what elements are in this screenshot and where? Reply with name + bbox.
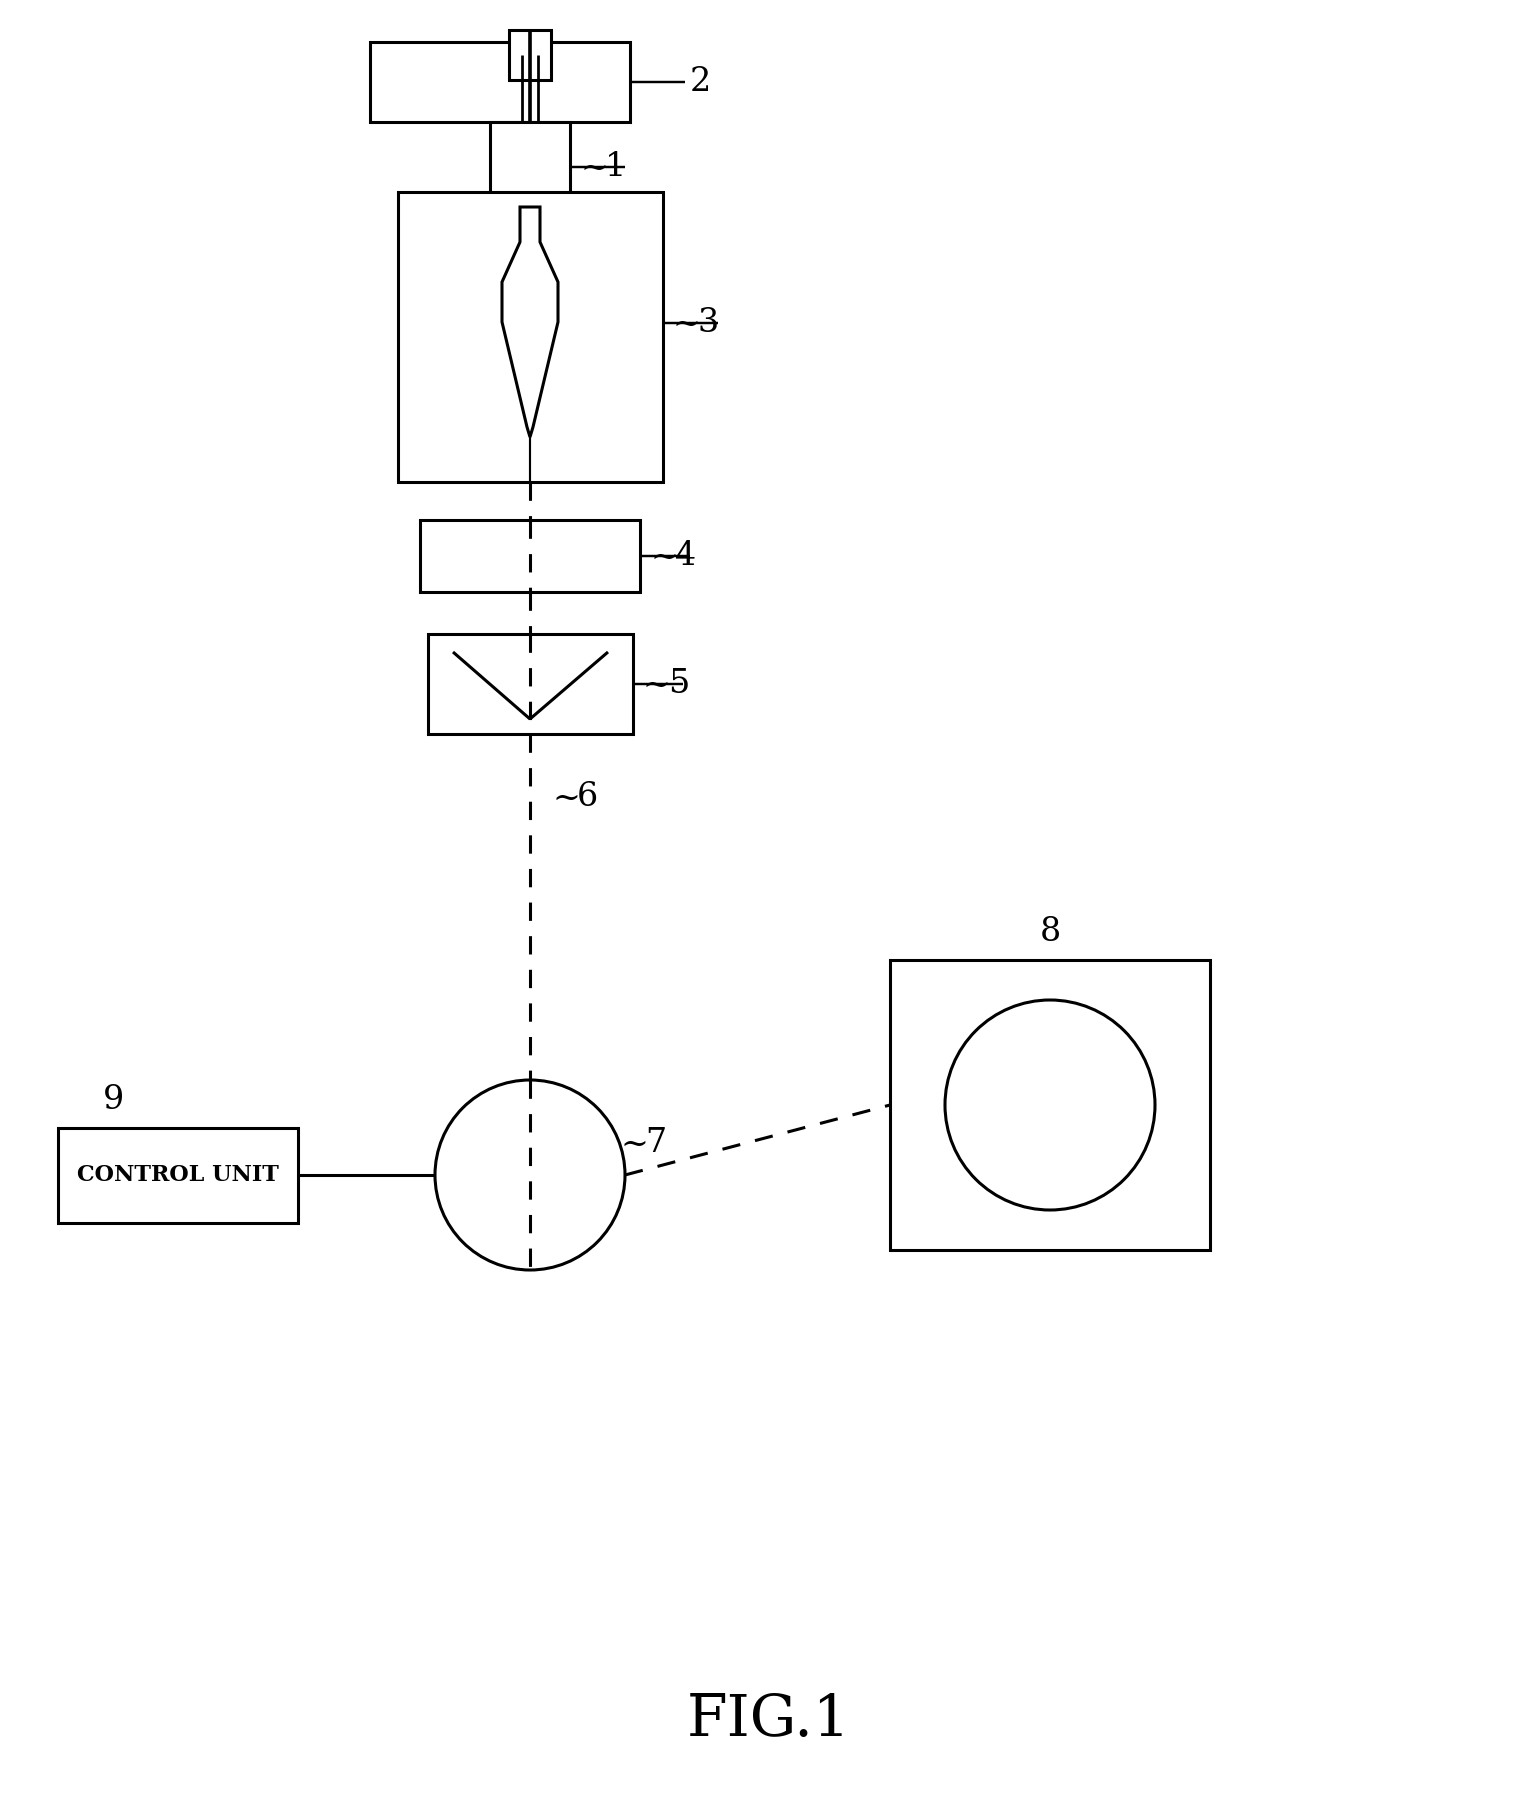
Bar bbox=[420, 521, 640, 591]
Circle shape bbox=[944, 1000, 1155, 1210]
Text: ~: ~ bbox=[620, 1128, 647, 1161]
Text: 9: 9 bbox=[103, 1085, 125, 1116]
Bar bbox=[891, 960, 1210, 1250]
Text: 4: 4 bbox=[675, 541, 697, 571]
Bar bbox=[371, 42, 631, 122]
Bar bbox=[491, 122, 571, 198]
Bar bbox=[428, 635, 634, 735]
Text: 1: 1 bbox=[604, 151, 626, 183]
Bar bbox=[58, 1128, 298, 1223]
Circle shape bbox=[435, 1079, 624, 1270]
Text: 8: 8 bbox=[1040, 916, 1061, 949]
Text: ~: ~ bbox=[674, 308, 701, 341]
Text: 7: 7 bbox=[644, 1126, 666, 1159]
Text: ~: ~ bbox=[643, 669, 671, 702]
Polygon shape bbox=[501, 207, 558, 437]
Text: ~: ~ bbox=[651, 542, 678, 573]
Text: 2: 2 bbox=[691, 65, 711, 98]
Bar bbox=[398, 192, 663, 483]
Text: ~: ~ bbox=[580, 152, 608, 185]
Bar bbox=[509, 31, 551, 80]
Text: CONTROL UNIT: CONTROL UNIT bbox=[77, 1165, 278, 1186]
Text: 6: 6 bbox=[577, 782, 598, 813]
Text: 5: 5 bbox=[667, 668, 689, 700]
Text: ~: ~ bbox=[552, 784, 580, 814]
Text: 3: 3 bbox=[698, 307, 720, 339]
Text: FIG.1: FIG.1 bbox=[687, 1692, 851, 1749]
